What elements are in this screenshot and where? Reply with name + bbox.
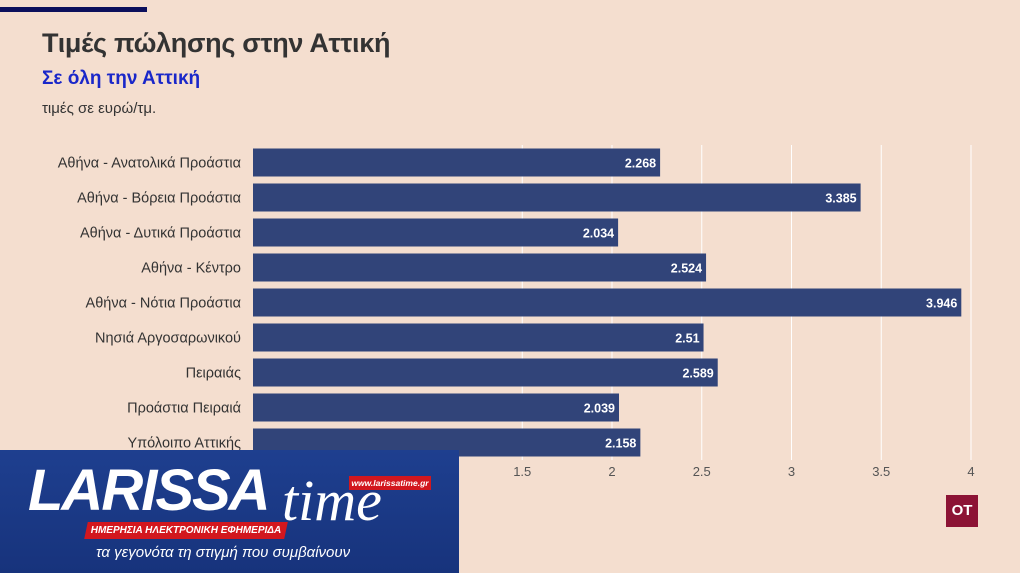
logo-tagline: τα γεγονότα τη στιγμή που συμβαίνουν <box>96 544 351 561</box>
top-accent-bar <box>0 7 147 12</box>
x-tick-label: 4 <box>967 464 974 479</box>
data-label: 2.158 <box>605 437 636 451</box>
bar <box>253 288 962 317</box>
bar <box>253 148 661 177</box>
category-label: Αθήνα - Κέντρο <box>141 261 241 277</box>
bar <box>253 253 707 282</box>
x-tick-label: 2.5 <box>693 464 711 479</box>
logo-url[interactable]: www.larissatime.gr <box>349 476 431 490</box>
data-label: 3.385 <box>825 192 856 206</box>
data-label: 2.51 <box>675 332 699 346</box>
logo-wordmark: LARISSA <box>28 458 271 523</box>
category-label: Αθήνα - Νότια Προάστια <box>86 296 241 312</box>
data-label: 2.524 <box>671 262 702 276</box>
larissatime-logo[interactable]: LARISSA time www.larissatime.gr ΗΜΕΡΗΣΙΑ… <box>0 450 459 573</box>
data-label: 3.946 <box>926 297 957 311</box>
data-label: 2.034 <box>583 227 614 241</box>
category-label: Νησιά Αργοσαρωνικού <box>95 331 241 347</box>
category-label: Προάστια Πειραιά <box>127 401 241 417</box>
bar <box>253 358 718 387</box>
logo-strip: ΗΜΕΡΗΣΙΑ ΗΛΕΚΤΡΟΝΙΚΗ ΕΦΗΜΕΡΙΔΑ <box>84 522 288 539</box>
category-label: Αθήνα - Ανατολικά Προάστια <box>58 156 241 172</box>
data-label: 2.268 <box>625 157 656 171</box>
bar <box>253 218 619 247</box>
x-tick-label: 3.5 <box>872 464 890 479</box>
ot-badge: OT <box>946 495 978 527</box>
category-label: Αθήνα - Δυτικά Προάστια <box>80 226 241 242</box>
units-label: τιμές σε ευρώ/τμ. <box>42 100 157 117</box>
category-label: Πειραιάς <box>186 366 241 382</box>
bar <box>253 393 620 422</box>
chart-subtitle: Σε όλη την Αττική <box>42 68 201 89</box>
bar <box>253 183 861 212</box>
category-label: Υπόλοιπο Αττικής <box>127 436 241 452</box>
x-tick-label: 1.5 <box>513 464 531 479</box>
chart-title: Τιμές πώλησης στην Αττική <box>42 28 391 58</box>
data-label: 2.589 <box>682 367 713 381</box>
bar <box>253 323 704 352</box>
x-tick-label: 3 <box>788 464 795 479</box>
logo-strip-text: ΗΜΕΡΗΣΙΑ ΗΛΕΚΤΡΟΝΙΚΗ ΕΦΗΜΕΡΙΔΑ <box>90 525 282 536</box>
x-tick-label: 2 <box>608 464 615 479</box>
data-label: 2.039 <box>584 402 615 416</box>
category-label: Αθήνα - Βόρεια Προάστια <box>77 191 241 207</box>
